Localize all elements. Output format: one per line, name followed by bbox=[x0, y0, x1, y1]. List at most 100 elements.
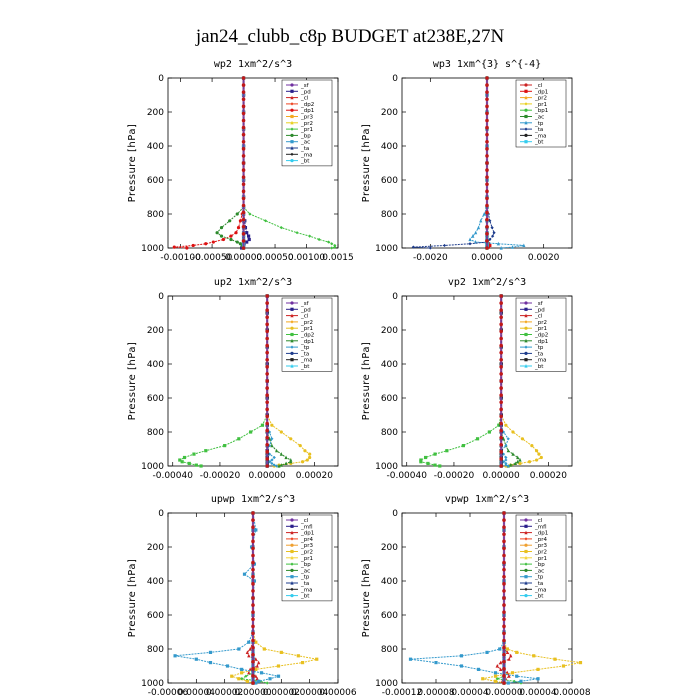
zero-line-marker bbox=[241, 189, 246, 194]
data-point bbox=[204, 449, 208, 453]
legend-marker bbox=[290, 83, 294, 87]
zero-line-marker bbox=[485, 132, 489, 137]
legend-label: _pr1 bbox=[534, 556, 547, 562]
data-point bbox=[248, 647, 252, 651]
data-point bbox=[180, 460, 184, 464]
legend-label: _bp bbox=[300, 562, 311, 568]
y-tick-label: 400 bbox=[147, 142, 164, 152]
zero-line-marker bbox=[485, 217, 489, 222]
legend-marker bbox=[524, 575, 528, 579]
legend-marker bbox=[290, 518, 294, 522]
y-tick-label: 400 bbox=[147, 577, 164, 587]
data-point bbox=[235, 240, 239, 244]
data-point bbox=[510, 245, 515, 249]
zero-line-marker bbox=[251, 617, 255, 622]
data-point bbox=[276, 674, 281, 678]
x-tick-label: 0.00002 bbox=[263, 688, 300, 698]
zero-line-marker bbox=[502, 532, 506, 537]
zero-line-marker bbox=[241, 111, 246, 116]
legend-label: _ma bbox=[534, 358, 546, 364]
x-tick-label: -0.00040 bbox=[152, 471, 193, 481]
legend-label: _bt bbox=[534, 594, 544, 600]
data-point bbox=[506, 448, 510, 453]
zero-line-marker bbox=[251, 603, 255, 607]
legend-marker bbox=[524, 320, 528, 324]
data-point bbox=[487, 430, 491, 434]
zero-line-marker bbox=[251, 511, 255, 515]
zero-line-marker bbox=[499, 301, 503, 305]
data-point bbox=[244, 674, 248, 678]
data-point bbox=[300, 661, 305, 665]
data-point bbox=[520, 437, 525, 441]
legend: _cl_mfl_dp1_pr4_pr3_pr2_pr1_bp_ac_tp_ta_… bbox=[515, 514, 567, 602]
y-tick-label: 200 bbox=[147, 326, 164, 336]
data-point bbox=[289, 437, 293, 441]
data-point bbox=[493, 674, 498, 678]
legend-label: _bt bbox=[534, 364, 544, 370]
data-point bbox=[330, 246, 334, 250]
data-point bbox=[279, 226, 283, 230]
data-point bbox=[498, 647, 502, 651]
legend-label: _pr2 bbox=[534, 96, 547, 102]
zero-line-marker bbox=[265, 464, 269, 468]
zero-line-marker bbox=[485, 97, 489, 102]
data-point bbox=[419, 460, 423, 464]
y-axis-label: Pressure [hPa] bbox=[361, 559, 372, 638]
data-point bbox=[408, 657, 413, 661]
zero-line-marker bbox=[265, 315, 269, 320]
legend-marker bbox=[290, 537, 294, 541]
data-point bbox=[284, 461, 288, 466]
legend-label: _dp1 bbox=[534, 531, 548, 537]
legend-label: _mfl bbox=[534, 524, 547, 530]
x-tick-label: 0.00004 bbox=[291, 688, 328, 698]
zero-line-marker bbox=[499, 428, 503, 433]
x-tick-label: -0.00040 bbox=[386, 471, 427, 481]
zero-line-marker bbox=[241, 203, 246, 208]
zero-line-marker bbox=[241, 239, 246, 243]
data-point bbox=[434, 661, 438, 665]
data-point bbox=[240, 677, 244, 681]
legend-marker bbox=[524, 345, 528, 349]
zero-line-marker bbox=[502, 589, 506, 593]
zero-line-marker bbox=[502, 553, 506, 558]
plot-frame bbox=[401, 512, 573, 684]
data-point bbox=[468, 242, 472, 246]
legend-label: _pd bbox=[534, 307, 545, 313]
zero-line-marker bbox=[265, 301, 269, 305]
x-tick-label: 0.00020 bbox=[530, 471, 567, 481]
x-tick-label: 0.00000 bbox=[249, 471, 286, 481]
data-point bbox=[279, 650, 283, 654]
y-tick-label: 0 bbox=[392, 74, 398, 84]
legend-label: _bp1 bbox=[534, 108, 548, 114]
data-point bbox=[270, 423, 274, 427]
zero-line-marker bbox=[485, 83, 489, 87]
zero-line-marker bbox=[485, 232, 489, 236]
data-point bbox=[272, 463, 276, 467]
zero-line-marker bbox=[241, 132, 246, 137]
zero-line-marker bbox=[485, 246, 489, 250]
legend-marker bbox=[524, 133, 528, 137]
data-point bbox=[534, 458, 539, 462]
zero-line-marker bbox=[502, 674, 506, 678]
zero-line-marker bbox=[485, 224, 489, 229]
zero-line-marker bbox=[485, 147, 489, 151]
zero-line-marker bbox=[265, 350, 269, 355]
legend-label: _cl bbox=[534, 518, 543, 524]
x-tick-label: 0.0020 bbox=[528, 253, 560, 263]
zero-line-marker bbox=[265, 343, 269, 348]
data-point bbox=[275, 448, 279, 453]
zero-line-marker bbox=[251, 532, 255, 537]
data-point bbox=[223, 444, 227, 448]
legend-marker bbox=[524, 83, 528, 87]
data-point bbox=[330, 242, 334, 246]
zero-line-marker bbox=[251, 560, 255, 565]
series-line bbox=[175, 512, 279, 684]
legend-label: _cl bbox=[300, 518, 309, 524]
legend-label: _ac bbox=[300, 568, 310, 574]
data-point bbox=[509, 653, 513, 658]
zero-line-marker bbox=[499, 386, 503, 390]
data-point bbox=[326, 240, 331, 244]
x-tick-label: -0.0020 bbox=[413, 253, 448, 263]
panel-title: up2 1xm^2/s^3 bbox=[214, 277, 292, 288]
series-line bbox=[413, 78, 495, 249]
